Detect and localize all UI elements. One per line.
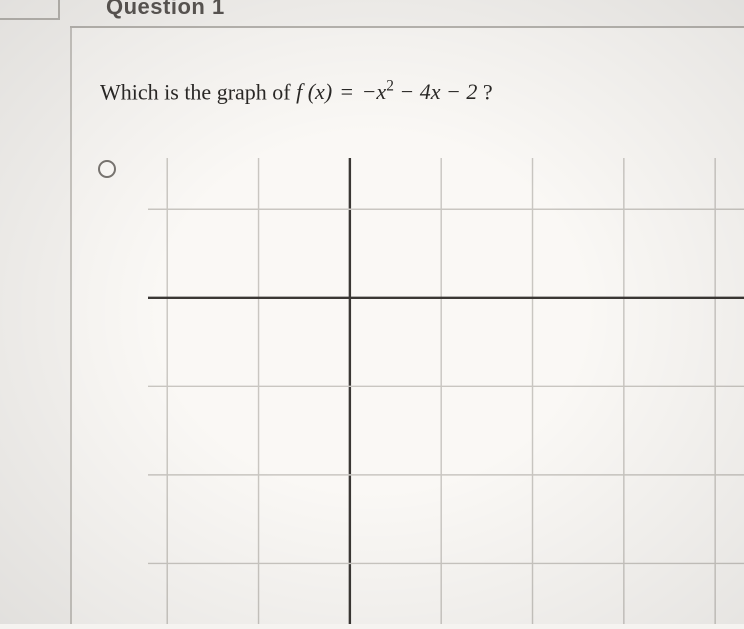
prompt-suffix: ? bbox=[483, 79, 493, 104]
question-number-label: Question 1 bbox=[106, 0, 225, 20]
equals-sign: = bbox=[335, 79, 358, 104]
question-header: Question 1 bbox=[70, 0, 744, 28]
rhs-exponent: 2 bbox=[386, 78, 394, 95]
prompt-text: Which is the graph of bbox=[100, 79, 296, 104]
answer-option-radio[interactable] bbox=[98, 160, 116, 178]
left-margin bbox=[0, 28, 70, 624]
question-prompt: Which is the graph of f (x) = −x2 − 4x −… bbox=[100, 78, 493, 105]
header-left-divider bbox=[0, 0, 60, 20]
function-lhs: f (x) bbox=[296, 79, 332, 104]
coordinate-grid bbox=[148, 158, 744, 624]
grid-svg bbox=[148, 158, 744, 624]
rhs-term2: − 4x − 2 bbox=[394, 79, 477, 104]
rhs-term1: −x bbox=[362, 79, 387, 104]
math-expression: f (x) = −x2 − 4x − 2 bbox=[296, 79, 483, 104]
question-panel: Which is the graph of f (x) = −x2 − 4x −… bbox=[70, 28, 744, 624]
